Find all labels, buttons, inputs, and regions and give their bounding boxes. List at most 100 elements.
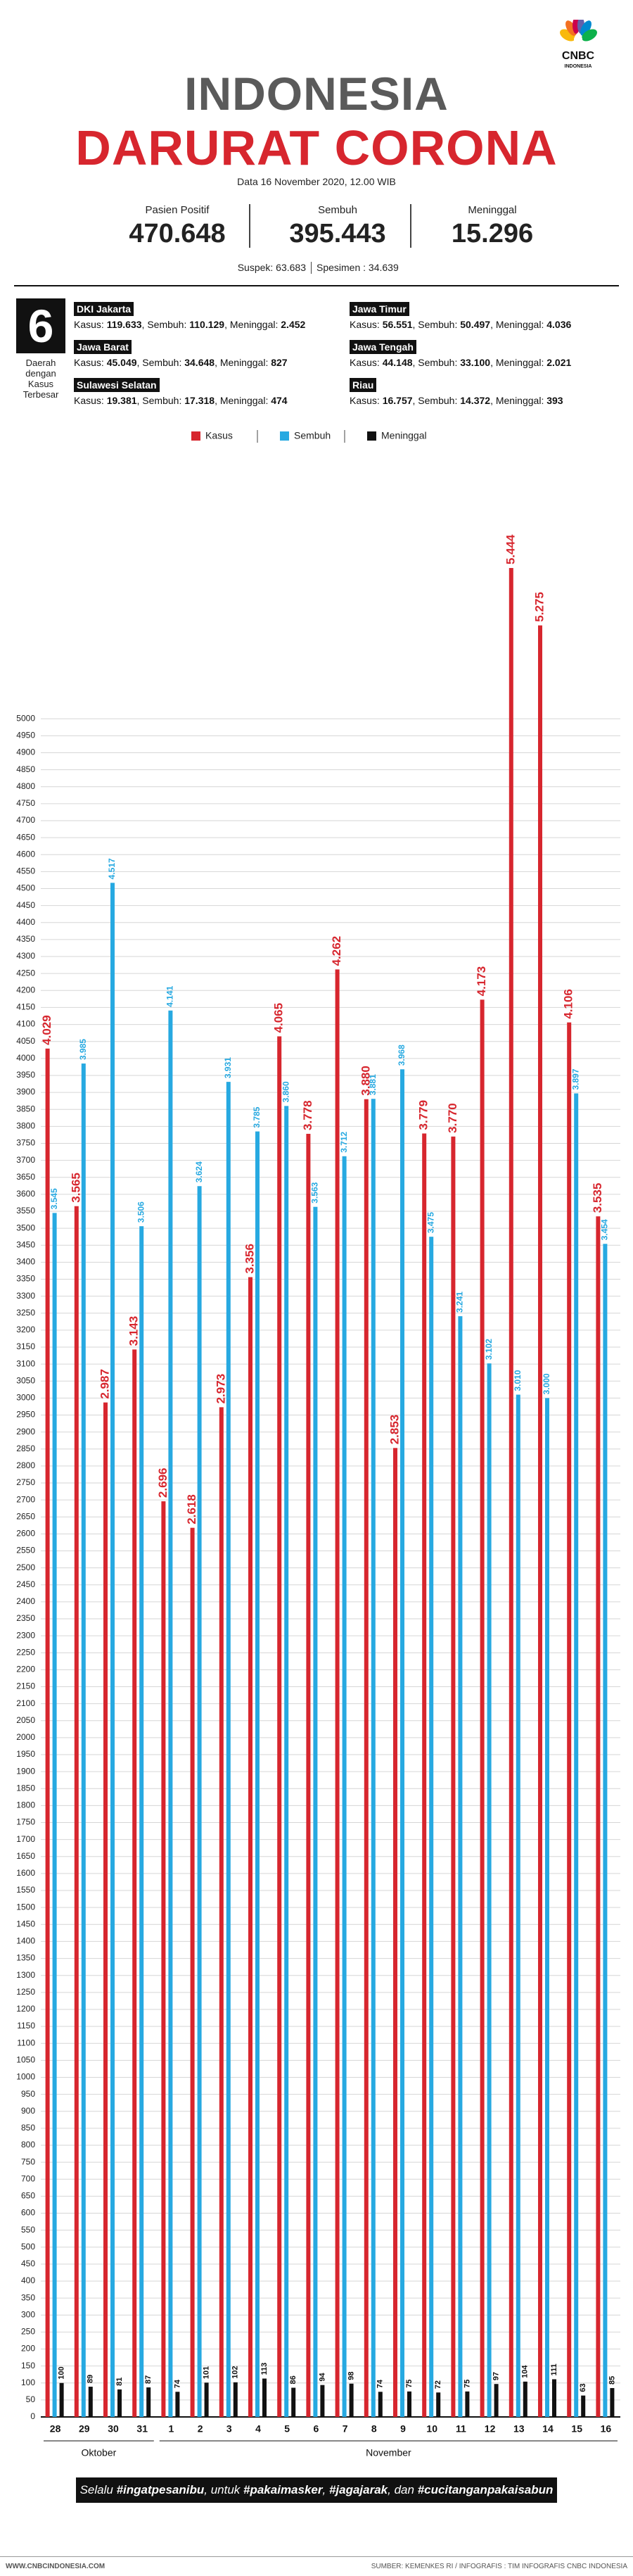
banner-text: #jagajarak (328, 2483, 388, 2496)
value-label: 97 (492, 2372, 501, 2380)
y-tick-label: 2950 (16, 1410, 35, 1420)
y-tick-label: 2300 (16, 1630, 35, 1640)
region-label: , Sembuh: (412, 357, 461, 368)
y-tick-label: 950 (21, 2089, 35, 2099)
region-label: Kasus: (74, 395, 107, 406)
value-label: 104 (521, 2365, 530, 2378)
region-label: , Sembuh: (412, 319, 461, 330)
y-tick-label: 500 (21, 2242, 35, 2252)
bar (45, 1048, 50, 2417)
y-tick-label: 700 (21, 2173, 35, 2183)
website: WWW.CNBCINDONESIA.COM (6, 2563, 106, 2570)
region-value: 16.757 (382, 395, 413, 406)
y-tick-label: 250 (21, 2327, 35, 2337)
region-count: 6 (16, 298, 65, 353)
y-tick-label: 1200 (16, 2004, 35, 2014)
x-tick-label: 8 (371, 2423, 377, 2435)
region-value: 2.452 (281, 319, 306, 330)
value-label: 94 (318, 2373, 326, 2382)
region-label: Kasus: (350, 395, 383, 406)
y-tick-label: 450 (21, 2259, 35, 2268)
bar (603, 1244, 608, 2417)
y-tick-label: 1850 (16, 1783, 35, 1793)
legend-swatch (280, 431, 289, 441)
region: DKI Jakarta Kasus: 119.633, Sembuh: 110.1… (74, 302, 305, 330)
y-tick-label: 2750 (16, 1477, 35, 1487)
y-tick-label: 4200 (16, 985, 35, 995)
y-tick-label: 5000 (16, 713, 35, 723)
group-label: Oktober (81, 2447, 116, 2458)
value-label: 3.931 (223, 1057, 233, 1078)
bar (451, 1136, 456, 2417)
x-tick-label: 13 (513, 2423, 525, 2435)
bar (226, 1082, 231, 2417)
bar (371, 1099, 376, 2417)
value-label: 3.000 (542, 1373, 551, 1394)
value-label: 81 (115, 2378, 124, 2386)
y-tick-label: 1800 (16, 1800, 35, 1810)
region-value: 4.036 (546, 319, 572, 330)
bar (516, 1394, 520, 2417)
region-value: 2.021 (546, 357, 572, 368)
value-label: 3.985 (78, 1039, 88, 1060)
bar (88, 2387, 93, 2417)
banner-text: , (322, 2483, 329, 2496)
region-detail: Kasus: 16.757, Sembuh: 14.372, Meninggal… (350, 395, 563, 406)
y-tick-label: 2800 (16, 1460, 35, 1470)
y-tick-label: 3400 (16, 1257, 35, 1267)
x-tick-label: 15 (571, 2423, 582, 2435)
y-tick-label: 4500 (16, 883, 35, 893)
y-tick-label: 3250 (16, 1308, 35, 1318)
y-tick-label: 2650 (16, 1511, 35, 1521)
bar (574, 1093, 579, 2417)
region-value: 45.049 (106, 357, 137, 368)
region-detail: Kasus: 56.551, Sembuh: 50.497, Meninggal… (350, 319, 571, 330)
y-tick-label: 2250 (16, 1647, 35, 1657)
bar (523, 2381, 528, 2417)
stat-value: 15.296 (451, 219, 534, 248)
bar (335, 969, 340, 2418)
value-label: 3.010 (513, 1370, 523, 1391)
y-tick-label: 3100 (16, 1358, 35, 1368)
y-tick-label: 3550 (16, 1206, 35, 1216)
bar (81, 1063, 86, 2417)
bar (349, 2383, 354, 2417)
y-tick-label: 1500 (16, 1902, 35, 1912)
y-tick-label: 2150 (16, 1681, 35, 1691)
region-name: Jawa Tengah (350, 340, 416, 354)
banner-text: , dan (388, 2483, 418, 2496)
bar (320, 2385, 325, 2417)
bar (545, 1398, 549, 2417)
value-label: 85 (608, 2376, 616, 2385)
x-tick-label: 6 (314, 2423, 319, 2435)
bar (429, 1237, 434, 2417)
y-tick-label: 4550 (16, 866, 35, 876)
y-tick-label: 2000 (16, 1732, 35, 1742)
y-tick-label: 1750 (16, 1817, 35, 1827)
region: Jawa Tengah Kasus: 44.148, Sembuh: 33.100… (350, 340, 571, 368)
y-tick-label: 4150 (16, 1002, 35, 1012)
bar (161, 1501, 166, 2417)
divider (311, 262, 312, 274)
spesimen: Spesimen : 34.639 (316, 262, 399, 273)
bar (538, 625, 542, 2417)
value-label: 3.785 (252, 1106, 262, 1128)
bar (364, 1099, 369, 2417)
y-tick-label: 4100 (16, 1019, 35, 1029)
bar (52, 1213, 57, 2417)
bar (139, 1226, 144, 2417)
y-tick-label: 3350 (16, 1274, 35, 1284)
value-label: 89 (87, 2375, 95, 2383)
y-tick-label: 3050 (16, 1375, 35, 1385)
bar (342, 1156, 347, 2417)
bar (509, 568, 513, 2418)
y-tick-label: 3800 (16, 1120, 35, 1130)
region-label: Kasus: (350, 319, 383, 330)
value-label: 3.143 (127, 1316, 141, 1346)
value-label: 63 (579, 2383, 587, 2392)
value-label: 5.275 (532, 592, 546, 622)
region-detail: Kasus: 119.633, Sembuh: 110.129, Meningg… (74, 319, 305, 330)
y-tick-label: 1100 (17, 2038, 35, 2047)
banner-text: Selalu (79, 2483, 117, 2496)
x-tick-label: 1 (169, 2423, 174, 2435)
